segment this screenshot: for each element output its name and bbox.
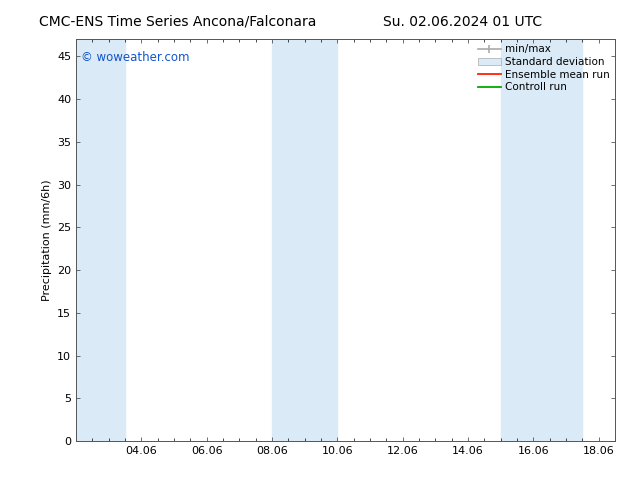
Y-axis label: Precipitation (mm/6h): Precipitation (mm/6h) (42, 179, 51, 301)
Legend: min/max, Standard deviation, Ensemble mean run, Controll run: min/max, Standard deviation, Ensemble me… (476, 42, 612, 94)
Text: Su. 02.06.2024 01 UTC: Su. 02.06.2024 01 UTC (384, 15, 542, 29)
Text: CMC-ENS Time Series Ancona/Falconara: CMC-ENS Time Series Ancona/Falconara (39, 15, 316, 29)
Bar (501, 39, 533, 441)
Bar (272, 39, 337, 441)
Bar (533, 39, 582, 441)
Text: © woweather.com: © woweather.com (81, 51, 190, 64)
Bar (76, 39, 125, 441)
